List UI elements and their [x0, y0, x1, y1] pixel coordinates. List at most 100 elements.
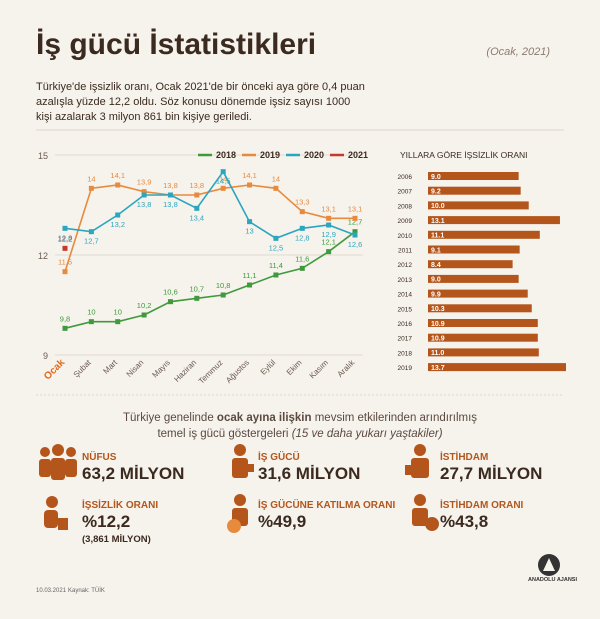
icon — [39, 444, 439, 533]
x-tick-label: Eylül — [259, 358, 278, 377]
bar — [428, 172, 519, 180]
footer-date: 10.03.2021 — [36, 588, 67, 594]
data-label: 10,6 — [163, 288, 178, 297]
point — [220, 169, 226, 175]
data-label: 14,1 — [110, 171, 125, 180]
point — [299, 265, 305, 271]
stat-value: 27,7 MİLYON — [440, 464, 543, 483]
data-label: 13,4 — [190, 213, 205, 222]
data-label: 9.0 — [431, 277, 441, 284]
y-tick-label: 2006 — [398, 174, 413, 181]
y-tick-label: 9 — [43, 351, 48, 361]
point — [352, 232, 358, 238]
data-label: 13,2 — [110, 220, 125, 229]
stat-label: İŞ GÜCÜNE KATILMA ORANI — [258, 500, 396, 511]
point — [115, 182, 121, 188]
point — [62, 269, 68, 275]
x-tick-label: Aralık — [336, 357, 358, 379]
data-label: 14,5 — [216, 177, 231, 186]
stat-label: İŞ GÜCÜ — [258, 452, 300, 463]
legend-label: 2021 — [348, 150, 368, 160]
data-label: 10 — [87, 308, 95, 317]
data-label: 13,1 — [348, 204, 363, 213]
point — [194, 295, 200, 301]
data-label: 9.0 — [431, 174, 441, 181]
bar — [428, 333, 538, 342]
y-tick-label: 2011 — [398, 248, 412, 255]
stats-intro: Türkiye genelinde ocak ayına ilişkin mev… — [80, 410, 520, 442]
data-label: 11.1 — [431, 233, 444, 240]
point — [326, 249, 332, 255]
data-label: 11,6 — [295, 254, 309, 263]
y-tick-label: 2014 — [398, 292, 413, 299]
point — [88, 229, 94, 235]
point — [88, 319, 94, 325]
data-label: 14,1 — [242, 171, 257, 180]
stat: İŞ GÜCÜ 31,6 MİLYON — [258, 452, 360, 484]
point — [194, 192, 200, 198]
point — [220, 292, 226, 298]
stat-value: 63,2 MİLYON — [82, 464, 185, 483]
date: (Ocak, 2021) — [486, 46, 550, 58]
logo — [538, 554, 560, 576]
data-label: 10,8 — [216, 281, 231, 290]
text: temel iş gücü göstergeleri — [157, 428, 292, 440]
data-label: 14 — [219, 174, 227, 183]
point — [167, 192, 173, 198]
x-tick-label: Temmuz — [197, 358, 225, 386]
bar — [428, 216, 560, 225]
legend-label: 2019 — [260, 150, 280, 160]
y-tick-label: 15 — [38, 151, 48, 161]
data-label: 9.1 — [431, 247, 441, 254]
x-tick-label: Kasım — [308, 358, 331, 381]
point — [352, 215, 358, 221]
point — [62, 325, 68, 331]
data-label: 12,2 — [58, 234, 73, 243]
x-tick-label: Nisan — [125, 358, 146, 379]
y-tick-label: 2009 — [398, 218, 413, 225]
stat-note: (3,861 MİLYON) — [82, 534, 151, 545]
data-label: 12,8 — [58, 233, 73, 242]
x-tick-label: Şubat — [72, 358, 94, 380]
stat-value: 31,6 MİLYON — [258, 464, 361, 483]
data-label: 13,8 — [190, 181, 205, 190]
data-label: 13,8 — [163, 181, 178, 190]
title: İş gücü İstatistikleri — [36, 28, 317, 61]
data-label: 12,9 — [321, 230, 336, 239]
point — [62, 245, 68, 251]
data-label: 14 — [272, 174, 280, 183]
stat: NÜFUS 63,2 MİLYON — [82, 452, 184, 484]
y-tick-label: 2015 — [398, 306, 413, 313]
stat-value: %43,8 — [440, 512, 489, 531]
data-label: 9.2 — [431, 189, 441, 196]
bar — [428, 201, 529, 210]
icons — [39, 444, 439, 533]
bar — [428, 289, 528, 298]
point — [88, 185, 94, 191]
data-label: 10.9 — [431, 336, 445, 343]
intro: Türkiye'de işsizlik oranı, Ocak 2021'de … — [36, 81, 365, 123]
data-label: 10.9 — [431, 321, 445, 328]
point — [273, 185, 279, 191]
y-tick-label: 2019 — [398, 365, 413, 372]
text: (15 ve daha yukarı yaştakiler) — [291, 428, 443, 440]
bar — [428, 319, 538, 327]
stat: İŞSİZLİK ORANI %12,2 (3,861 MİLYON) — [82, 500, 158, 545]
stat-label: İŞSİZLİK ORANI — [82, 500, 159, 511]
data-label: 13 — [245, 227, 253, 236]
series-line — [64, 170, 356, 240]
stat-value: %12,2 — [82, 512, 131, 531]
stat: İSTİHDAM ORANI %43,8 — [440, 500, 523, 532]
data-label: 10,2 — [137, 301, 152, 310]
data-label: 12,5 — [269, 243, 284, 252]
bar — [428, 260, 513, 269]
footer-agency: ANADOLU AJANSI — [528, 577, 577, 583]
data-label: 12,6 — [348, 240, 363, 249]
x-tick-label: Ekim — [285, 358, 304, 377]
data-label: 13,8 — [137, 200, 152, 209]
data-label: 13,8 — [163, 200, 178, 209]
point — [141, 192, 147, 198]
text: ocak ayına ilişkin — [216, 412, 312, 424]
point — [326, 222, 332, 228]
